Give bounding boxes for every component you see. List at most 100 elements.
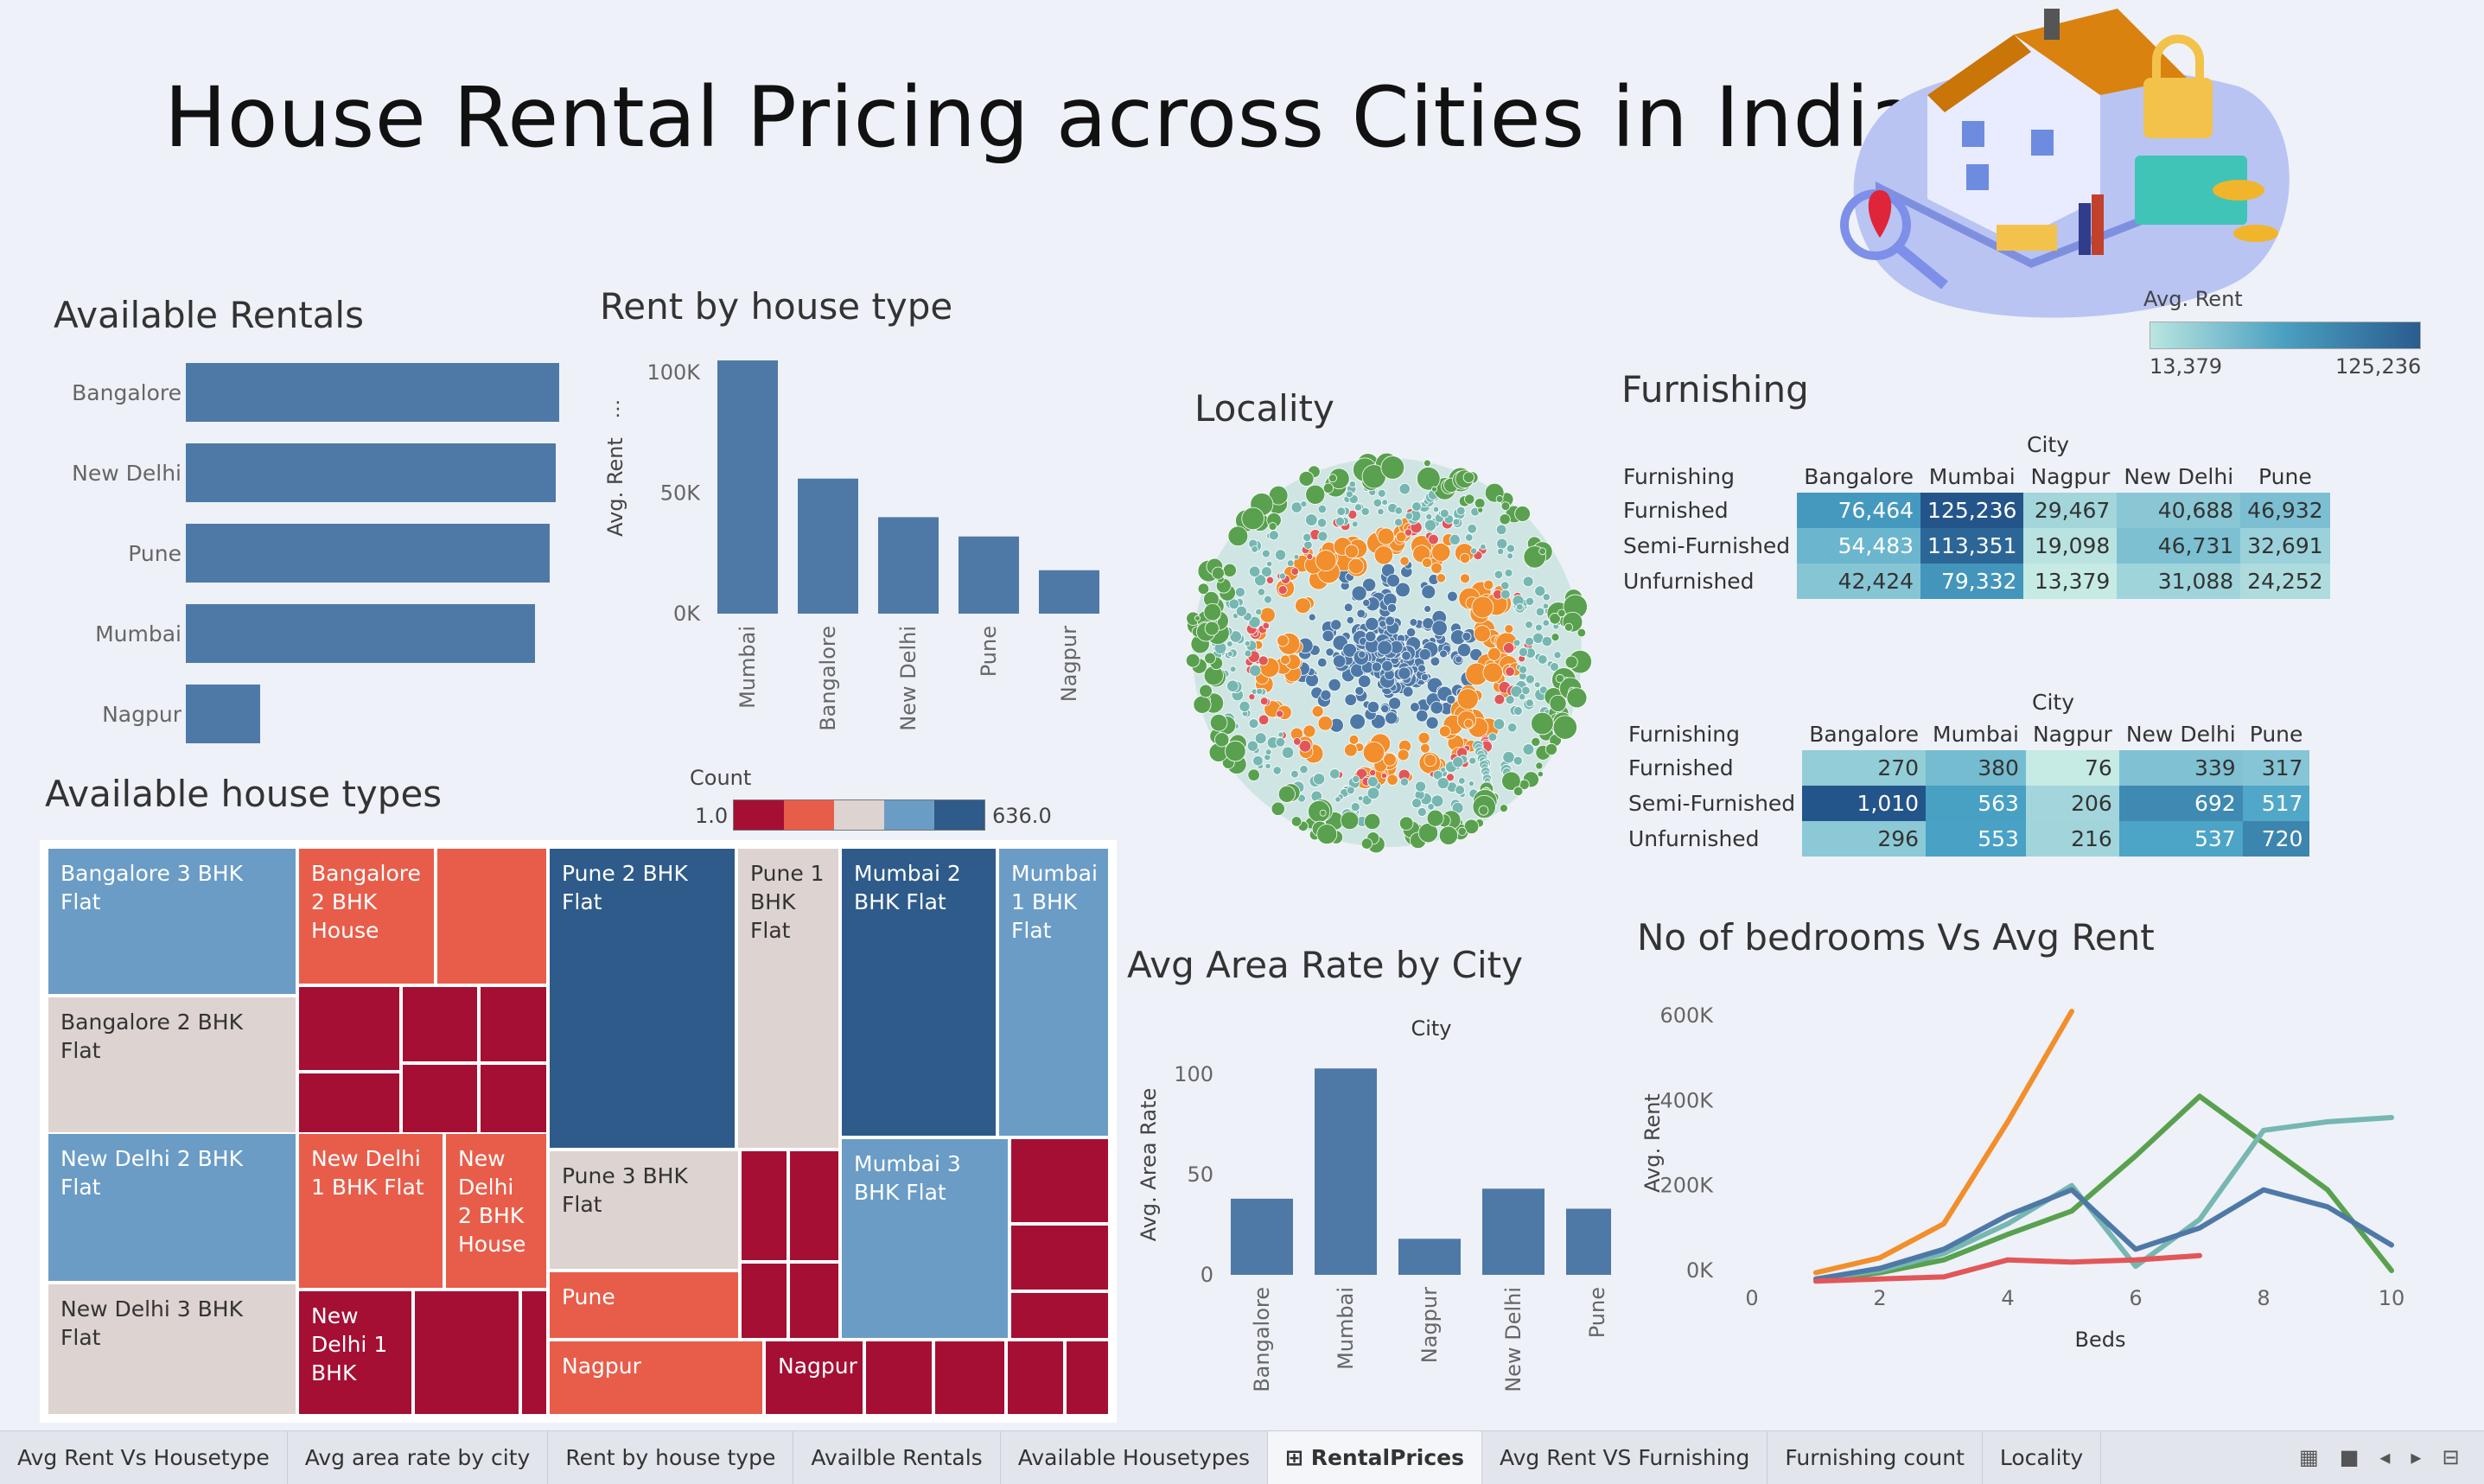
heat-cell[interactable]: 1,010: [1802, 786, 1927, 821]
locality-bubble[interactable]: [1306, 553, 1314, 560]
locality-bubble[interactable]: [1380, 455, 1405, 480]
locality-bubble[interactable]: [1399, 556, 1410, 566]
locality-bubble[interactable]: [1452, 756, 1464, 768]
locality-bubble[interactable]: [1193, 695, 1212, 714]
treemap-tile[interactable]: Pune 2 BHK Flat: [548, 847, 736, 1150]
locality-bubble[interactable]: [1381, 659, 1393, 672]
locality-bubble[interactable]: [1533, 681, 1541, 689]
locality-bubble[interactable]: [1303, 724, 1316, 738]
bar[interactable]: [959, 536, 1019, 614]
locality-bubble[interactable]: [1452, 518, 1461, 526]
treemap-tile[interactable]: Bangalore 2 BHK House: [297, 847, 436, 985]
locality-bubble[interactable]: [1538, 547, 1546, 556]
sheet-tab[interactable]: ⊞ RentalPrices: [1268, 1431, 1482, 1484]
heat-cell[interactable]: 537: [2118, 821, 2243, 857]
locality-bubble[interactable]: [1411, 798, 1423, 809]
locality-bubble[interactable]: [1305, 484, 1326, 505]
locality-bubble[interactable]: [1495, 524, 1507, 535]
locality-bubble[interactable]: [1514, 506, 1531, 522]
locality-bubble[interactable]: [1229, 666, 1237, 673]
locality-bubble[interactable]: [1525, 621, 1533, 629]
locality-bubble[interactable]: [1346, 786, 1355, 795]
locality-bubble[interactable]: [1351, 520, 1359, 528]
locality-bubble[interactable]: [1398, 666, 1411, 680]
locality-bubble[interactable]: [1277, 585, 1288, 596]
locality-bubble[interactable]: [1425, 513, 1433, 520]
locality-bubble[interactable]: [1185, 653, 1201, 668]
locality-bubble[interactable]: [1519, 665, 1528, 674]
locality-bubble[interactable]: [1465, 533, 1474, 542]
locality-bubble[interactable]: [1480, 544, 1487, 551]
locality-bubble[interactable]: [1499, 804, 1508, 813]
heat-cell[interactable]: 54,483: [1797, 528, 1921, 564]
locality-bubble[interactable]: [1555, 673, 1564, 684]
locality-bubble[interactable]: [1211, 566, 1225, 580]
locality-bubble[interactable]: [1328, 678, 1341, 692]
locality-bubble[interactable]: [1366, 700, 1380, 714]
locality-bubble[interactable]: [1225, 740, 1246, 762]
locality-bubble[interactable]: [1255, 608, 1263, 616]
locality-bubble[interactable]: [1402, 685, 1414, 697]
locality-bubble[interactable]: [1317, 531, 1328, 542]
heat-cell[interactable]: 32,691: [2240, 528, 2330, 564]
prev-sheet-icon[interactable]: ◂: [2379, 1445, 2391, 1469]
locality-bubble[interactable]: [1542, 619, 1551, 627]
locality-bubble[interactable]: [1431, 542, 1451, 562]
locality-bubble[interactable]: [1343, 602, 1353, 613]
heat-cell[interactable]: 563: [1926, 786, 2026, 821]
locality-bubble[interactable]: [1513, 755, 1523, 766]
locality-bubble[interactable]: [1308, 613, 1316, 621]
locality-bubble[interactable]: [1299, 765, 1309, 774]
locality-bubble[interactable]: [1506, 544, 1515, 553]
locality-bubble[interactable]: [1322, 482, 1334, 494]
locality-bubble[interactable]: [1278, 572, 1286, 580]
treemap-tile[interactable]: Pune 1 BHK Flat: [736, 847, 840, 1150]
locality-bubble[interactable]: [1564, 655, 1578, 669]
locality-bubble[interactable]: [1239, 700, 1251, 712]
locality-bubble[interactable]: [1432, 506, 1440, 513]
locality-bubble[interactable]: [1320, 689, 1332, 701]
locality-bubble[interactable]: [1229, 630, 1242, 643]
heat-cell[interactable]: 517: [2242, 786, 2310, 821]
locality-bubble[interactable]: [1274, 549, 1287, 561]
locality-bubble[interactable]: [1349, 713, 1366, 730]
heat-cell[interactable]: 24,252: [2240, 564, 2330, 599]
locality-bubble[interactable]: [1427, 803, 1435, 811]
locality-bubble[interactable]: [1458, 777, 1466, 785]
locality-bubble[interactable]: [1342, 642, 1358, 658]
locality-bubble[interactable]: [1545, 742, 1557, 755]
locality-bubble[interactable]: [1404, 528, 1413, 537]
locality-bubble[interactable]: [1319, 809, 1327, 817]
locality-bubble[interactable]: [1519, 693, 1526, 701]
locality-bubble[interactable]: [1525, 674, 1535, 685]
locality-bubble[interactable]: [1513, 706, 1523, 716]
locality-bubble[interactable]: [1248, 565, 1261, 578]
locality-bubble[interactable]: [1199, 684, 1213, 698]
bar[interactable]: [1231, 1198, 1293, 1275]
locality-bubble[interactable]: [1377, 488, 1386, 498]
locality-bubble[interactable]: [1264, 748, 1272, 756]
locality-bubble[interactable]: [1431, 486, 1438, 493]
locality-bubble[interactable]: [1421, 584, 1436, 600]
locality-bubble[interactable]: [1531, 736, 1541, 747]
locality-bubble[interactable]: [1381, 499, 1389, 506]
locality-bubble[interactable]: [1505, 666, 1515, 677]
bar[interactable]: [717, 360, 778, 614]
locality-bubble[interactable]: [1247, 768, 1260, 781]
locality-bubble[interactable]: [1424, 605, 1432, 613]
locality-bubble[interactable]: [1334, 516, 1346, 527]
treemap-tile[interactable]: Pune: [548, 1271, 740, 1340]
view-toggle-icon[interactable]: ▦: [2299, 1445, 2319, 1469]
sheet-tab[interactable]: Rent by house type: [548, 1431, 794, 1484]
locality-bubble[interactable]: [1455, 785, 1465, 795]
locality-bubble[interactable]: [1369, 768, 1377, 777]
series-line[interactable]: [1813, 1009, 2074, 1276]
locality-bubble[interactable]: [1362, 741, 1385, 764]
treemap-tile[interactable]: New Delhi 2 BHK Flat: [47, 1132, 297, 1283]
sheet-list-icon[interactable]: ⊟: [2442, 1445, 2460, 1469]
locality-bubble[interactable]: [1348, 481, 1356, 488]
bar[interactable]: [798, 478, 858, 614]
treemap-tile[interactable]: [1010, 1224, 1110, 1291]
locality-bubble[interactable]: [1502, 750, 1515, 764]
heat-cell[interactable]: 29,467: [2023, 493, 2118, 528]
